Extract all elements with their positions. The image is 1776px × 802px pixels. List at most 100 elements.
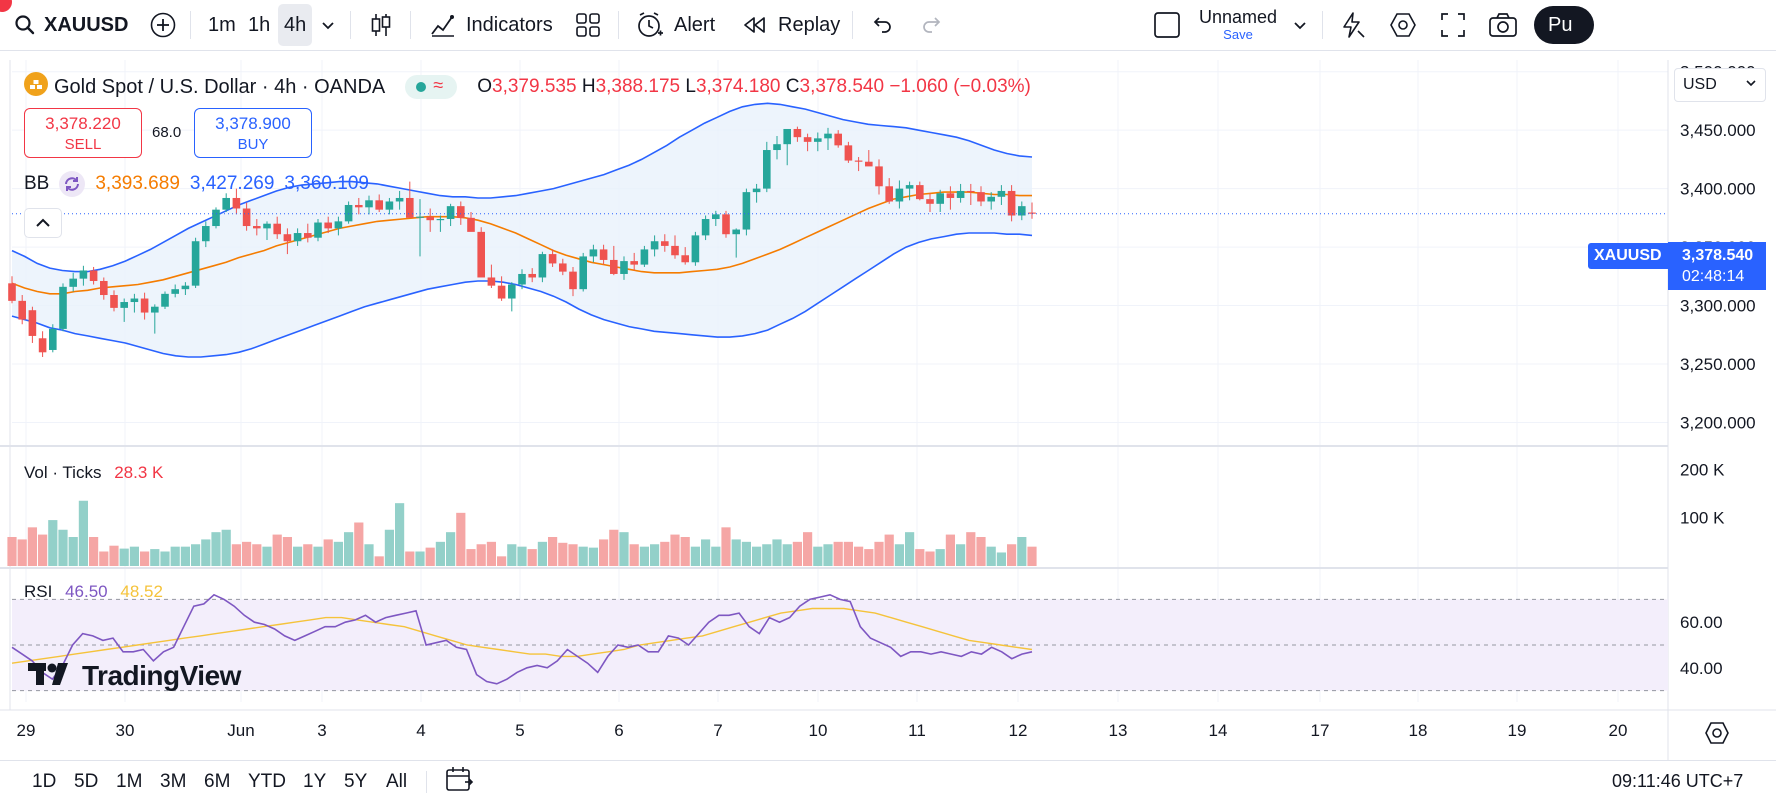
bb-legend[interactable]: BB 3,393.689 3,427.269 3,360.109 (24, 171, 369, 197)
currency-dropdown[interactable]: USD (1674, 68, 1766, 102)
time-tick-label: 14 (1209, 721, 1228, 740)
volume-bar (170, 546, 180, 566)
range-1y-label: 1Y (303, 770, 327, 792)
alert-button[interactable]: Alert (636, 0, 715, 50)
interval-1m[interactable]: 1m (208, 0, 236, 50)
candle (130, 298, 139, 303)
layouts-button[interactable] (575, 0, 601, 50)
volume-bar (456, 512, 466, 566)
interval-1h[interactable]: 1h (248, 0, 270, 50)
rsi-ma-value: 48.52 (120, 582, 163, 601)
range-5y[interactable]: 5Y (344, 761, 367, 802)
candle (59, 286, 67, 329)
volume-bar (650, 544, 660, 566)
volume-bar (996, 552, 1006, 566)
quick-search-button[interactable] (1338, 0, 1366, 50)
volume-bar (99, 551, 109, 566)
volume-value: 28.3 K (114, 463, 164, 482)
candle (181, 285, 190, 290)
replay-button[interactable]: Replay (742, 0, 840, 50)
chart-settings-button[interactable] (1704, 720, 1730, 751)
layout-checkbox[interactable] (1153, 0, 1181, 50)
volume-bar (160, 551, 170, 566)
tradingview-watermark[interactable]: TradingView (28, 660, 241, 692)
volume-bar (986, 546, 996, 566)
layout-name-button[interactable]: Unnamed Save (1198, 7, 1278, 43)
market-status-pill[interactable]: ≈ (405, 75, 458, 99)
collapse-legend-button[interactable] (24, 208, 62, 238)
candle (497, 285, 506, 299)
toolbar-separator (1322, 11, 1323, 39)
volume-bar (58, 529, 68, 566)
candle (232, 197, 241, 209)
buy-button[interactable]: 3,378.900 BUY (194, 108, 312, 158)
interval-dropdown[interactable] (320, 0, 336, 50)
indicators-label: Indicators (466, 13, 553, 36)
volume-bar (303, 544, 313, 566)
alarm-clock-icon (636, 11, 664, 39)
sell-label: SELL (64, 136, 102, 153)
chart-canvas[interactable]: 3,500.0003,450.0003,400.0003,350.0003,30… (0, 52, 1776, 760)
symbol-name: XAUUSD (44, 13, 129, 36)
sell-button[interactable]: 3,378.220 SELL (24, 108, 142, 158)
settings-button[interactable] (1389, 0, 1417, 50)
volume-bar (558, 542, 568, 566)
goto-date-button[interactable] (445, 761, 475, 802)
range-1m[interactable]: 1M (116, 761, 142, 802)
checkbox-icon (1153, 11, 1181, 39)
symbol-legend[interactable]: Gold Spot / U.S. Dollar · 4h · OANDA ≈ O… (24, 72, 1031, 102)
layout-menu-dropdown[interactable] (1292, 0, 1308, 50)
range-1d[interactable]: 1D (32, 761, 56, 802)
volume-bar (354, 522, 364, 566)
open-value: 3,379.535 (492, 76, 577, 97)
range-5d[interactable]: 5D (74, 761, 98, 802)
range-1y[interactable]: 1Y (303, 761, 326, 802)
candle (916, 185, 924, 200)
volume-bar (721, 527, 731, 566)
interval-4h[interactable]: 4h (278, 4, 313, 46)
candle (936, 193, 944, 204)
candle (814, 138, 822, 142)
indicators-button[interactable]: Indicators (430, 0, 553, 50)
bb-basis-value: 3,393.689 (95, 173, 180, 194)
range-6m[interactable]: 6M (204, 761, 230, 802)
volume-bar (374, 556, 384, 566)
undo-button[interactable] (870, 0, 894, 50)
candle (640, 249, 649, 265)
time-tick-label: 4 (416, 721, 425, 740)
candle (783, 128, 791, 145)
bottom-separator (426, 771, 427, 793)
volume-legend[interactable]: Vol · Ticks 28.3 K (24, 463, 163, 483)
volume-bar (792, 541, 802, 566)
candle (548, 254, 557, 264)
volume-bar (1027, 546, 1037, 566)
compare-symbol-button[interactable] (150, 0, 176, 50)
range-all[interactable]: All (386, 761, 407, 802)
time-tick-label: 20 (1609, 721, 1628, 740)
volume-bar (129, 546, 139, 566)
fullscreen-button[interactable] (1440, 0, 1466, 50)
volume-bar (68, 537, 78, 566)
interval-1m-label: 1m (208, 13, 236, 36)
chart-type-button[interactable] (368, 0, 394, 50)
price-tick-label: 3,400.000 (1680, 180, 1756, 199)
volume-bar (578, 546, 588, 566)
snapshot-button[interactable] (1488, 0, 1518, 50)
range-3m[interactable]: 3M (160, 761, 186, 802)
publish-button[interactable]: Pu (1534, 6, 1594, 44)
volume-bar (497, 556, 507, 566)
rsi-tick-label: 40.00 (1680, 659, 1723, 678)
redo-icon (920, 13, 944, 37)
clock-timezone[interactable]: 09:11:46 UTC+7 (1612, 761, 1743, 802)
candle (202, 226, 210, 242)
time-tick-label: 18 (1409, 721, 1428, 740)
settings-hex-icon (1389, 11, 1417, 39)
symbol-search-button[interactable]: XAUUSD (14, 0, 128, 50)
range-ytd[interactable]: YTD (248, 761, 286, 802)
volume-bar (507, 544, 517, 566)
range-5d-label: 5D (74, 770, 99, 792)
volume-bar (323, 539, 333, 566)
redo-button[interactable] (920, 0, 944, 50)
low-label: L (685, 76, 696, 97)
rsi-legend[interactable]: RSI 46.50 48.52 (24, 582, 163, 602)
